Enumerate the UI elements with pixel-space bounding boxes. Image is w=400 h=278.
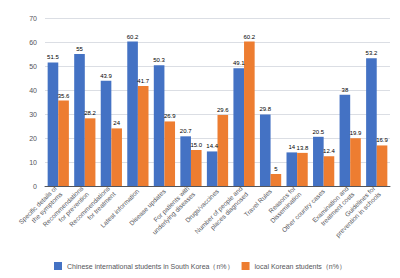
svg-text:60.2: 60.2 — [127, 34, 139, 40]
svg-text:treatment costs: treatment costs — [319, 190, 356, 227]
svg-text:50: 50 — [29, 63, 37, 70]
svg-text:Chinese international students: Chinese international students in South … — [67, 263, 234, 271]
svg-text:40: 40 — [29, 87, 37, 94]
svg-text:prevention in schools: prevention in schools — [334, 190, 383, 239]
svg-text:underlying diseases: underlying diseases — [150, 190, 197, 236]
svg-text:places diagnosed: places diagnosed — [208, 190, 250, 231]
svg-text:51.5: 51.5 — [47, 54, 59, 60]
svg-text:local Korean students（n%）: local Korean students（n%） — [255, 263, 346, 271]
svg-text:14: 14 — [288, 144, 295, 150]
svg-text:Number of people and: Number of people and — [193, 184, 244, 235]
svg-text:28.2: 28.2 — [84, 110, 96, 116]
svg-text:Other country cases: Other country cases — [280, 187, 327, 234]
svg-text:Travel Rules: Travel Rules — [243, 187, 274, 218]
svg-text:29.8: 29.8 — [259, 106, 271, 112]
svg-text:the symptoms: the symptoms — [30, 190, 64, 224]
svg-text:10: 10 — [29, 159, 37, 166]
svg-text:Examination and: Examination and — [310, 184, 350, 224]
svg-text:Disease updates: Disease updates — [127, 187, 167, 227]
svg-text:Specific details of: Specific details of — [17, 184, 58, 226]
svg-text:43.9: 43.9 — [100, 73, 112, 79]
svg-text:15.0: 15.0 — [190, 142, 202, 148]
svg-text:14.4: 14.4 — [206, 143, 218, 149]
svg-text:13.8: 13.8 — [297, 145, 309, 151]
svg-text:Reasons for: Reasons for — [267, 184, 297, 215]
svg-text:29.6: 29.6 — [217, 107, 229, 113]
svg-text:12.4: 12.4 — [323, 148, 335, 154]
svg-text:26.9: 26.9 — [164, 113, 176, 119]
svg-text:Recommendations: Recommendations — [67, 184, 111, 228]
svg-text:60.2: 60.2 — [244, 34, 256, 40]
svg-text:Guidelines for: Guidelines for — [343, 184, 377, 218]
svg-text:41.7: 41.7 — [137, 78, 149, 84]
svg-text:20: 20 — [29, 135, 37, 142]
svg-text:5: 5 — [274, 166, 278, 172]
svg-text:Latest information: Latest information — [99, 187, 141, 229]
svg-text:55: 55 — [76, 46, 83, 52]
svg-text:Dissemination: Dissemination — [268, 190, 303, 225]
svg-text:for prevention: for prevention — [57, 190, 91, 224]
svg-text:16.9: 16.9 — [376, 137, 388, 143]
svg-text:60: 60 — [29, 39, 37, 46]
svg-text:70: 70 — [29, 15, 37, 22]
svg-text:19.9: 19.9 — [350, 130, 362, 136]
svg-text:Drugs/vaccines: Drugs/vaccines — [183, 187, 220, 224]
svg-text:35.6: 35.6 — [58, 93, 70, 99]
svg-text:30: 30 — [29, 111, 37, 118]
svg-text:For patients with: For patients with — [152, 184, 191, 224]
svg-text:20.5: 20.5 — [313, 129, 325, 135]
svg-text:53.2: 53.2 — [366, 50, 378, 56]
svg-text:49.1: 49.1 — [233, 60, 245, 66]
svg-text:20.7: 20.7 — [180, 128, 192, 134]
svg-text:38: 38 — [342, 87, 349, 93]
svg-text:0: 0 — [33, 183, 37, 190]
svg-text:50.3: 50.3 — [153, 57, 165, 63]
svg-text:24: 24 — [113, 120, 120, 126]
svg-text:Recommendations: Recommendations — [41, 184, 85, 228]
svg-text:for treatment: for treatment — [85, 190, 117, 222]
